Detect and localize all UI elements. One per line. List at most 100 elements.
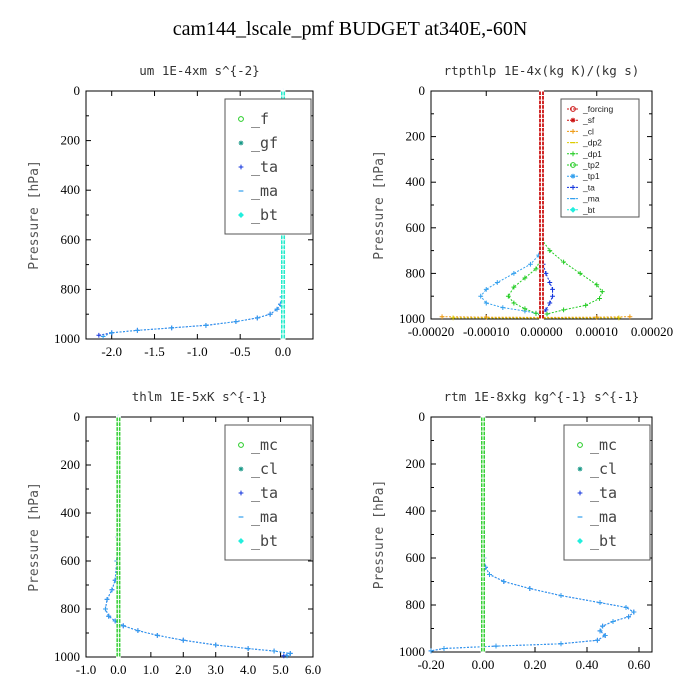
series-point-bt	[280, 336, 286, 342]
series-point-mc	[116, 544, 121, 549]
series-point-ma	[626, 614, 631, 620]
series-point-mc	[116, 429, 121, 434]
series-point-mc	[480, 532, 486, 537]
x-tick-label: 1.0	[143, 662, 159, 677]
legend-label: _mc	[251, 436, 278, 454]
series-point-mc	[480, 485, 486, 490]
y-tick-label: 1000	[399, 644, 425, 659]
series-point-cl	[627, 314, 633, 320]
series-point-bt	[280, 257, 286, 263]
series-point-ta	[543, 307, 549, 313]
series-point-mc	[116, 419, 121, 425]
panel-1: um 1E-4xm s^{-2} Pressure [hPa] 0 200 400 600…	[27, 63, 314, 359]
legend-label: _ta	[590, 484, 617, 502]
series-point-mc	[116, 525, 121, 530]
series-point-mc	[480, 565, 486, 570]
series-point-ma	[558, 593, 564, 598]
series-point-ta	[96, 332, 102, 338]
x-tick-label: 6.0	[305, 662, 321, 677]
panel-title: thlm 1E-5xK s^{-1}	[132, 389, 267, 404]
series-line-ta	[541, 250, 554, 316]
series-point-mc	[480, 461, 486, 467]
panel-3: thlm 1E-5xK s^{-1} Pressure [hPa] 0 200 400 6…	[27, 389, 321, 677]
series-point-forcing	[539, 115, 544, 121]
series-point-tp2	[533, 310, 539, 316]
legend-marker	[570, 129, 576, 134]
series-point-mc	[116, 558, 121, 564]
series-point-mc	[480, 480, 486, 486]
series-point-mc	[116, 515, 121, 521]
legend-label: _ma	[251, 508, 278, 526]
series-point-forcing	[539, 307, 544, 313]
legend-label: _bt	[251, 206, 278, 224]
series-point-tp1	[511, 271, 517, 276]
series-point-tp1	[528, 261, 533, 267]
series-point-mc	[116, 649, 121, 655]
y-tick-label: 1000	[54, 331, 80, 346]
series-point-bt	[280, 277, 286, 282]
series-point-tp2	[522, 275, 528, 281]
series-point-mc	[480, 424, 486, 429]
series-point-dp1	[561, 259, 566, 265]
series-point-mc	[480, 536, 486, 542]
series-point-bt	[280, 311, 286, 317]
series-point-mc	[116, 467, 121, 473]
legend-label: _bt	[251, 532, 278, 550]
series-point-mc	[116, 577, 121, 583]
y-tick-label: 400	[406, 503, 426, 518]
x-tick-label: 0.00000	[520, 324, 562, 339]
series-point-forcing	[539, 216, 544, 222]
series-point-mc	[116, 635, 121, 641]
series-point-mc	[116, 592, 121, 597]
series-point-mc	[480, 503, 486, 509]
series-point-ma	[631, 609, 637, 615]
y-axis-label: Pressure [hPa]	[27, 160, 42, 270]
y-tick-label: 400	[61, 182, 81, 197]
series-point-mc	[480, 597, 486, 603]
legend-marker	[238, 116, 244, 122]
series-point-ma	[100, 334, 106, 339]
x-tick-label: 3.0	[208, 662, 224, 677]
series-point-ta	[547, 280, 553, 285]
series-point-mc	[480, 555, 486, 561]
series-point-bt	[280, 316, 286, 322]
series-point-ma	[203, 322, 209, 328]
series-point-forcing	[539, 157, 544, 162]
series-point-mc	[480, 456, 486, 462]
series-point-mc	[480, 630, 486, 636]
legend-label: _sf	[582, 115, 595, 125]
series-point-forcing	[539, 184, 544, 190]
series-point-ma	[109, 330, 115, 336]
series-point-ma	[595, 637, 600, 643]
series-point-bt	[280, 296, 286, 302]
panel-title: um 1E-4xm s^{-2}	[139, 63, 259, 78]
series-point-ma	[109, 587, 115, 593]
legend-marker	[570, 173, 576, 179]
y-tick-label: 800	[61, 281, 81, 296]
series-point-forcing	[539, 125, 544, 130]
series-point-mc	[116, 549, 121, 554]
x-tick-label: 0.0	[110, 662, 126, 677]
series-point-mc	[116, 414, 121, 420]
series-point-mc	[116, 621, 121, 626]
series-point-mc	[116, 496, 121, 501]
series-point-tp2	[533, 266, 539, 272]
legend-marker	[577, 538, 583, 544]
legend-label: _cl	[251, 460, 278, 478]
legend-marker	[577, 466, 583, 472]
series-point-mc	[480, 588, 486, 594]
series-point-mc	[116, 424, 121, 429]
series-point-forcing	[539, 257, 544, 263]
y-tick-label: 200	[406, 456, 426, 471]
series-point-mc	[480, 414, 486, 420]
series-point-forcing	[539, 243, 544, 249]
series-point-ta	[543, 271, 549, 276]
series-point-mc	[480, 518, 486, 523]
legend-marker	[570, 162, 576, 168]
legend-marker	[577, 442, 583, 448]
series-point-forcing	[539, 239, 544, 244]
legend-label: _cl	[582, 126, 594, 136]
y-tick-label: 200	[61, 457, 81, 472]
series-point-forcing	[539, 161, 544, 167]
series-point-ma	[254, 315, 260, 321]
